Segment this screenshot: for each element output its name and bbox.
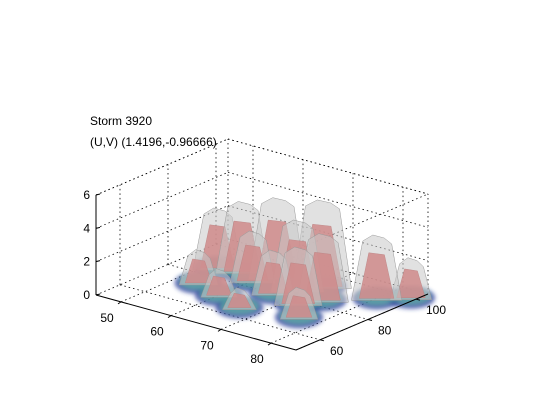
z-tick-0 [95, 293, 101, 296]
x-tick-label-0: 50 [100, 311, 114, 325]
y-tick-2 [415, 298, 421, 301]
x-tick-0 [117, 301, 122, 305]
x-tick-2 [217, 328, 222, 332]
z-tick-label-0: 0 [83, 288, 90, 302]
grid-floor-x-3 [270, 286, 404, 344]
grid-left-z-2 [95, 171, 229, 229]
grid-floor-x-0 [120, 245, 254, 303]
chart-title-line-2: (U,V) (1.4196,-0.96666) [90, 135, 217, 149]
y-tick-label-1: 80 [378, 323, 392, 337]
y-tick-0 [319, 339, 325, 342]
axis-layer: 50 60 70 80 60 80 100 0 2 4 6 [83, 188, 446, 366]
grid-floor-x-2 [220, 273, 354, 330]
z-tick-1 [95, 260, 101, 263]
z-tick-2 [95, 226, 101, 229]
x-axis-line [95, 294, 297, 351]
surface-envelope-13 [222, 287, 257, 310]
y-tick-label-2: 100 [426, 303, 446, 317]
surface-envelope-14 [279, 286, 319, 320]
surface-envelope-10 [389, 257, 433, 300]
grid-floor-x-1 [170, 259, 304, 316]
z-tick-label-1: 2 [83, 255, 90, 269]
y-axis-line [295, 293, 429, 351]
chart-title-line-1: Storm 3920 [90, 114, 153, 128]
x-tick-label-1: 60 [150, 325, 164, 339]
surface-layer [174, 197, 435, 329]
z-tick-label-3: 6 [83, 188, 90, 202]
z-tick-label-2: 4 [83, 221, 90, 235]
x-tick-1 [167, 315, 172, 319]
x-tick-label-2: 70 [200, 338, 214, 352]
y-tick-1 [367, 318, 373, 321]
surface-envelope-6 [273, 246, 323, 306]
grid-left-z-1 [95, 205, 229, 263]
grid-left-z-3 [95, 138, 229, 196]
z-tick-3 [95, 193, 101, 196]
y-tick-label-0: 60 [330, 344, 344, 358]
grid-back-z-3 [227, 138, 429, 195]
grid-left-z-0 [95, 238, 229, 296]
surface-envelope-9 [351, 234, 403, 301]
grid-back-z-2 [227, 171, 429, 228]
x-tick-label-3: 80 [250, 352, 264, 366]
x-tick-3 [267, 342, 272, 346]
